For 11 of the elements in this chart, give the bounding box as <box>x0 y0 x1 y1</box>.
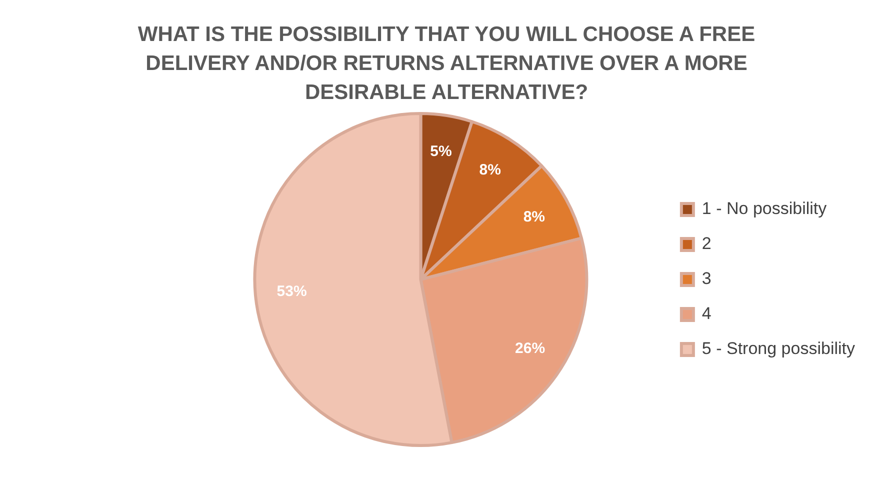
data-label: 8% <box>523 208 546 226</box>
data-label: 5% <box>430 142 452 160</box>
data-label: 26% <box>515 340 546 358</box>
legend-label: 5 - Strong possibility <box>702 339 856 358</box>
legend-label: 2 <box>702 234 712 254</box>
legend-label: 1 - No possibility <box>702 199 828 218</box>
chart-title: WHAT IS THE POSSIBILITY THAT YOU WILL CHOOSE A FREE DELIVERY AND/OR RETURNS ALTERNATIVE OVER A MORE DESIRABLE ALTERNATIVE? <box>136 22 756 106</box>
data-label: 53% <box>276 282 307 300</box>
legend-label: 4 <box>702 304 712 324</box>
legend-label: 3 <box>702 269 712 288</box>
data-label: 8% <box>479 161 501 178</box>
